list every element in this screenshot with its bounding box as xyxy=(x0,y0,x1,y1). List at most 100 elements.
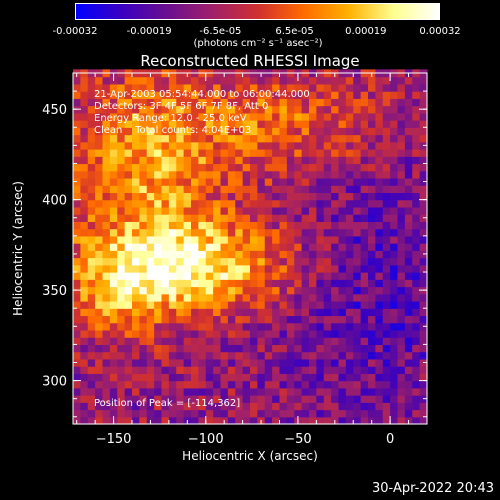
heatmap-cell xyxy=(338,98,347,107)
heatmap-cell xyxy=(279,156,288,165)
heatmap-cell xyxy=(73,120,81,128)
heatmap-cell xyxy=(360,387,369,396)
heatmap-cell xyxy=(286,235,295,244)
heatmap-cell xyxy=(227,127,236,136)
heatmap-cell xyxy=(73,192,81,201)
heatmap-cell xyxy=(117,185,126,194)
heatmap-cell xyxy=(279,206,288,215)
heatmap-cell xyxy=(205,235,214,244)
heatmap-cell xyxy=(102,380,111,389)
heatmap-cell xyxy=(213,156,222,165)
heatmap-cell xyxy=(146,163,155,172)
heatmap-cell xyxy=(198,199,207,208)
heatmap-cell xyxy=(286,134,295,143)
heatmap-cell xyxy=(264,185,273,194)
heatmap-cell xyxy=(272,148,281,157)
heatmap-cell xyxy=(176,293,185,302)
heatmap-cell xyxy=(176,358,185,367)
heatmap-cell xyxy=(117,286,126,295)
heatmap-cell xyxy=(198,395,207,403)
heatmap-cell xyxy=(183,192,192,201)
heatmap-cell xyxy=(73,373,81,382)
heatmap-cell xyxy=(419,127,428,136)
heatmap-cell xyxy=(286,279,295,288)
heatmap-cell xyxy=(109,387,118,396)
heatmap-cell xyxy=(390,380,399,389)
heatmap-cell xyxy=(323,228,332,237)
heatmap-cell xyxy=(294,387,303,396)
heatmap-cell xyxy=(198,402,207,411)
heatmap-cell xyxy=(235,221,244,230)
heatmap-cell xyxy=(161,300,170,309)
heatmap-cell xyxy=(323,156,332,165)
heatmap-cell xyxy=(250,279,258,288)
heatmap-cell xyxy=(382,83,391,92)
heatmap-cell xyxy=(168,257,177,266)
heatmap-cell xyxy=(146,409,155,418)
heatmap-cell xyxy=(250,120,258,128)
heatmap-cell xyxy=(309,83,317,92)
heatmap-cell xyxy=(301,127,310,136)
heatmap-cell xyxy=(368,235,376,244)
heatmap-cell xyxy=(227,329,236,338)
heatmap-cell xyxy=(382,409,391,418)
heatmap-cell xyxy=(250,105,258,114)
heatmap-cell xyxy=(227,315,236,324)
heatmap-cell xyxy=(235,293,244,302)
heatmap-cell xyxy=(117,366,126,374)
heatmap-cell xyxy=(360,98,369,107)
heatmap-cell xyxy=(168,91,177,99)
heatmap-cell xyxy=(87,76,96,85)
heatmap-cell xyxy=(242,395,251,403)
heatmap-cell xyxy=(368,257,376,266)
heatmap-cell xyxy=(87,257,96,266)
heatmap-cell xyxy=(338,221,347,230)
heatmap-cell xyxy=(95,395,104,403)
heatmap-cell xyxy=(250,235,258,244)
heatmap-cell xyxy=(404,156,413,165)
heatmap-cell xyxy=(419,156,428,165)
heatmap-cell xyxy=(390,206,399,215)
heatmap-cell xyxy=(338,170,347,179)
heatmap-cell xyxy=(242,380,251,389)
heatmap-cell xyxy=(404,315,413,324)
heatmap-cell xyxy=(139,286,148,295)
heatmap-cell xyxy=(220,228,229,237)
heatmap-cell xyxy=(168,300,177,309)
heatmap-cell xyxy=(132,120,140,128)
heatmap-cell xyxy=(80,192,89,201)
heatmap-cell xyxy=(220,329,229,338)
heatmap-cell xyxy=(191,148,199,157)
heatmap-cell xyxy=(176,141,185,150)
heatmap-cell xyxy=(95,416,104,425)
heatmap-cell xyxy=(191,91,199,99)
heatmap-cell xyxy=(191,344,199,353)
y-tick-label: 350 xyxy=(42,284,67,299)
heatmap-cell xyxy=(205,192,214,201)
heatmap-cell xyxy=(264,250,273,259)
heatmap-cell xyxy=(345,380,354,389)
heatmap-cell xyxy=(132,337,140,345)
heatmap-cell xyxy=(161,148,170,157)
heatmap-cell xyxy=(168,395,177,403)
heatmap-cell xyxy=(360,199,369,208)
heatmap-cell xyxy=(419,279,428,288)
heatmap-cell xyxy=(227,83,236,92)
heatmap-cell xyxy=(294,141,303,150)
heatmap-cell xyxy=(390,409,399,418)
heatmap-cell xyxy=(109,141,118,150)
heatmap-cell xyxy=(286,358,295,367)
heatmap-cell xyxy=(117,91,126,99)
heatmap-cell xyxy=(213,170,222,179)
heatmap-cell xyxy=(316,279,325,288)
heatmap-cell xyxy=(80,134,89,143)
heatmap-cell xyxy=(353,409,362,418)
heatmap-cell xyxy=(154,315,163,324)
heatmap-cell xyxy=(213,351,222,360)
heatmap-cell xyxy=(294,264,303,273)
heatmap-cell xyxy=(235,358,244,367)
heatmap-cell xyxy=(382,315,391,324)
heatmap-cell xyxy=(154,105,163,114)
heatmap-cell xyxy=(139,163,148,172)
heatmap-cell xyxy=(397,387,406,396)
